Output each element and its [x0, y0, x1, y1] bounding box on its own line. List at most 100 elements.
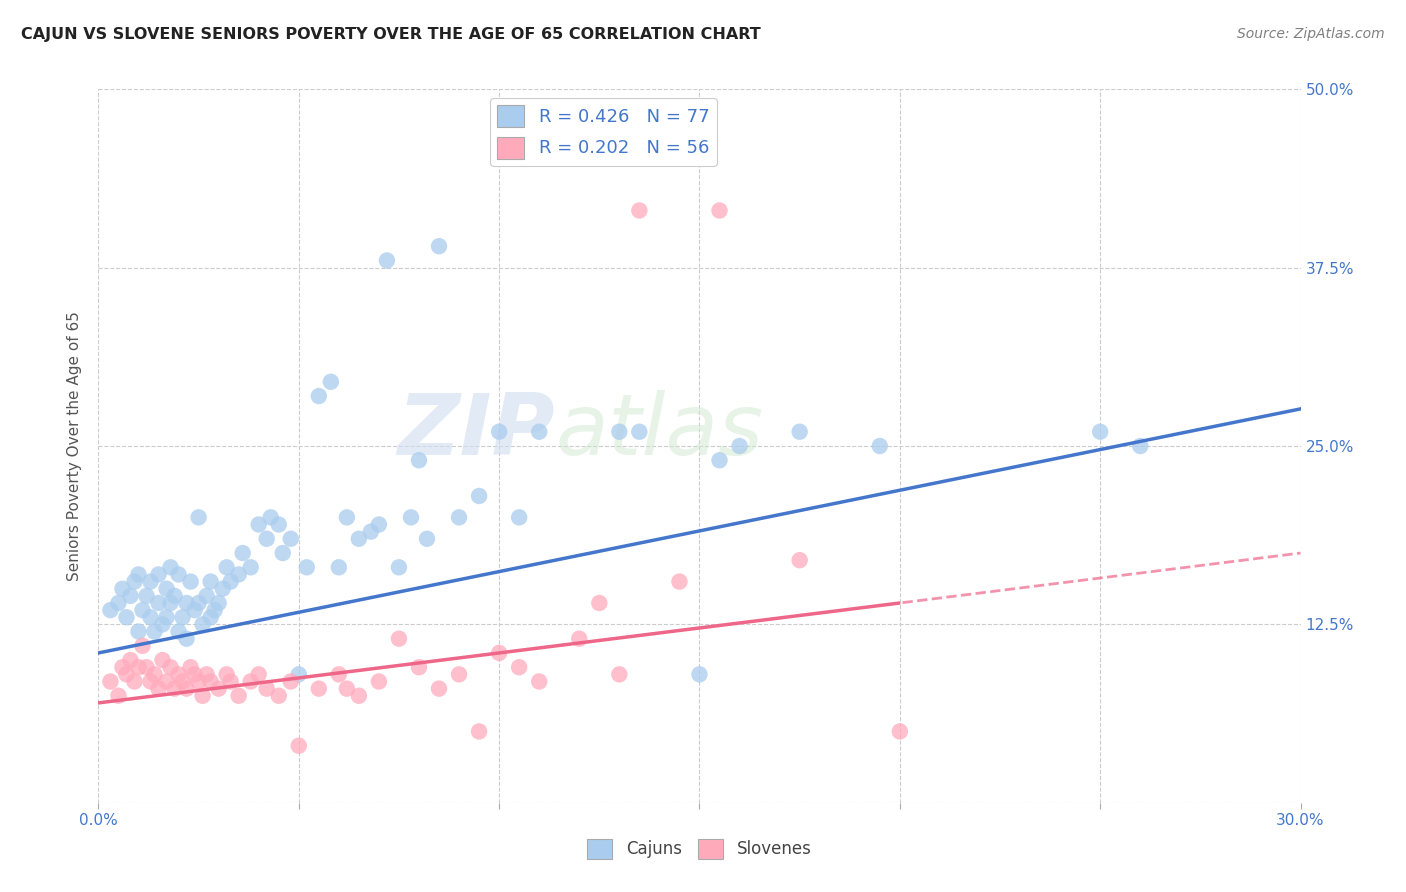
Point — [128, 624, 150, 639]
Point — [135, 589, 157, 603]
Point — [280, 674, 302, 689]
Point — [115, 610, 138, 624]
Point — [187, 596, 209, 610]
Point — [416, 532, 439, 546]
Point — [388, 632, 411, 646]
Point — [100, 603, 122, 617]
Text: CAJUN VS SLOVENE SENIORS POVERTY OVER THE AGE OF 65 CORRELATION CHART: CAJUN VS SLOVENE SENIORS POVERTY OVER TH… — [21, 27, 761, 42]
Point — [124, 674, 146, 689]
Point — [139, 574, 162, 589]
Point — [568, 632, 591, 646]
Point — [187, 510, 209, 524]
Point — [529, 425, 551, 439]
Point — [1129, 439, 1152, 453]
Point — [219, 574, 242, 589]
Point — [211, 582, 233, 596]
Point — [399, 510, 422, 524]
Point — [375, 253, 398, 268]
Point — [219, 674, 242, 689]
Point — [200, 674, 222, 689]
Point — [308, 389, 330, 403]
Point — [889, 724, 911, 739]
Point — [668, 574, 690, 589]
Point — [468, 724, 491, 739]
Point — [347, 532, 370, 546]
Point — [447, 510, 470, 524]
Point — [368, 517, 391, 532]
Point — [628, 203, 651, 218]
Point — [447, 667, 470, 681]
Point — [128, 660, 150, 674]
Point — [247, 517, 270, 532]
Point — [508, 510, 530, 524]
Point — [789, 425, 811, 439]
Point — [728, 439, 751, 453]
Point — [107, 689, 129, 703]
Point — [115, 667, 138, 681]
Point — [588, 596, 610, 610]
Point — [529, 674, 551, 689]
Point — [135, 660, 157, 674]
Point — [195, 667, 218, 681]
Point — [232, 546, 254, 560]
Point — [260, 510, 283, 524]
Point — [155, 674, 177, 689]
Point — [468, 489, 491, 503]
Point — [100, 674, 122, 689]
Point — [709, 203, 731, 218]
Point — [228, 567, 250, 582]
Point — [163, 681, 186, 696]
Point — [167, 667, 190, 681]
Point — [152, 617, 174, 632]
Point — [124, 574, 146, 589]
Point — [295, 560, 318, 574]
Legend: Cajuns, Slovenes: Cajuns, Slovenes — [581, 832, 818, 866]
Point — [139, 610, 162, 624]
Point — [155, 610, 177, 624]
Point — [148, 567, 170, 582]
Point — [336, 510, 359, 524]
Point — [159, 660, 181, 674]
Point — [336, 681, 359, 696]
Point — [159, 596, 181, 610]
Point — [204, 603, 226, 617]
Point — [789, 553, 811, 567]
Point — [1088, 425, 1111, 439]
Point — [163, 589, 186, 603]
Point — [609, 667, 631, 681]
Point — [271, 546, 294, 560]
Point — [155, 582, 177, 596]
Point — [131, 639, 153, 653]
Point — [195, 589, 218, 603]
Point — [239, 674, 262, 689]
Point — [200, 610, 222, 624]
Point — [689, 667, 711, 681]
Point — [408, 660, 430, 674]
Point — [488, 646, 510, 660]
Point — [368, 674, 391, 689]
Point — [180, 574, 202, 589]
Point — [228, 689, 250, 703]
Point — [628, 425, 651, 439]
Point — [308, 681, 330, 696]
Point — [319, 375, 342, 389]
Text: ZIP: ZIP — [398, 390, 555, 474]
Point — [288, 667, 311, 681]
Point — [427, 239, 450, 253]
Point — [388, 560, 411, 574]
Point — [120, 653, 142, 667]
Point — [143, 624, 166, 639]
Point — [267, 689, 290, 703]
Point — [347, 689, 370, 703]
Point — [508, 660, 530, 674]
Point — [176, 596, 198, 610]
Point — [148, 681, 170, 696]
Point — [200, 574, 222, 589]
Point — [167, 567, 190, 582]
Text: Source: ZipAtlas.com: Source: ZipAtlas.com — [1237, 27, 1385, 41]
Point — [148, 596, 170, 610]
Point — [128, 567, 150, 582]
Text: atlas: atlas — [555, 390, 763, 474]
Point — [172, 610, 194, 624]
Point — [709, 453, 731, 467]
